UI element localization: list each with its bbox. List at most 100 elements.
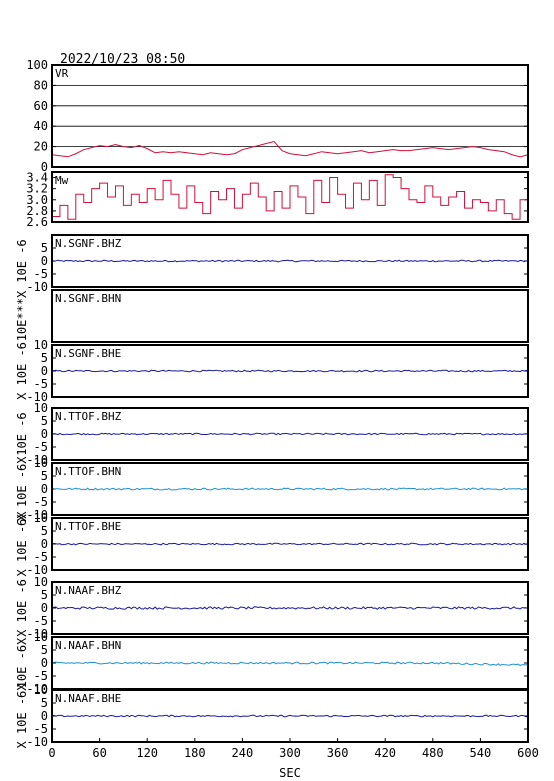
y-tick-label: 0 (41, 482, 48, 496)
panel-title: N.SGNF.BHZ (55, 237, 122, 250)
panel-title: VR (55, 67, 69, 80)
panel-frame (51, 407, 529, 461)
y-tick-label: 0 (41, 656, 48, 670)
y-tick-label: -5 (34, 267, 48, 281)
waveform-trace (51, 714, 529, 718)
y-tick-label: 10 (34, 338, 48, 352)
x-tick-label: 600 (517, 746, 539, 760)
x-axis: 0 60 120 180 240 300 360 420 480 540 600 (48, 738, 539, 760)
y-tick-label: 0 (41, 160, 48, 174)
y-tick-label: 40 (34, 119, 48, 133)
x-tick-label: 480 (422, 746, 444, 760)
y-tick-label: 60 (34, 99, 48, 113)
panel-title: Mw (55, 174, 69, 187)
panel-frame (51, 289, 529, 343)
panel-title: N.NAAF.BHE (55, 692, 121, 705)
panel-frame (51, 234, 529, 288)
panel-frame (51, 344, 529, 398)
y-axis-label: 10E -6 (15, 412, 29, 455)
x-tick-label: 0 (48, 746, 55, 760)
y-tick-label: 2.6 (26, 215, 48, 229)
panel-frame (51, 517, 529, 571)
x-tick-label: 240 (232, 746, 254, 760)
y-tick-label: -5 (34, 550, 48, 564)
panel-title: N.TTOF.BHZ (55, 410, 122, 423)
panel-frame (51, 581, 529, 635)
panel-title: N.TTOF.BHE (55, 520, 121, 533)
panel-sgnf-bhn: 10E***X N.SGNF.BHN (15, 289, 529, 343)
panel-title: N.SGNF.BHN (55, 292, 121, 305)
y-tick-label: -5 (34, 440, 48, 454)
y-axis-label: X 10E -6X (15, 683, 29, 749)
y-axis-label: 10E -6X (15, 637, 29, 688)
y-tick-label: -10 (26, 735, 48, 749)
x-tick-label: 120 (136, 746, 158, 760)
x-tick-label: 360 (327, 746, 349, 760)
y-tick-label: -10 (26, 682, 48, 696)
y-axis-label: X 10E -6 (15, 342, 29, 400)
x-tick-label: 540 (470, 746, 492, 760)
timestamp-label: 2022/10/23 08:50 (60, 52, 185, 67)
y-tick-label: 0 (41, 364, 48, 378)
waveform-trace (51, 369, 528, 373)
y-tick-label: 5 (41, 351, 48, 365)
y-tick-label: 0 (41, 709, 48, 723)
y-tick-label: 5 (41, 414, 48, 428)
x-tick-label: 420 (374, 746, 396, 760)
y-tick-label: -5 (34, 495, 48, 509)
y-tick-label: 10 (34, 511, 48, 525)
series-line (51, 140, 529, 158)
y-tick-label: 100 (26, 58, 48, 72)
y-tick-label: -5 (34, 614, 48, 628)
y-tick-label: -10 (26, 627, 48, 641)
y-tick-label: 2.8 (26, 204, 48, 218)
waveform-trace (51, 259, 529, 263)
y-axis-label: X 10E -6 (15, 579, 29, 637)
y-tick-label: 3.2 (26, 182, 48, 196)
panel-title: N.NAAF.BHN (55, 639, 121, 652)
x-tick-label: 180 (184, 746, 206, 760)
y-tick-label: 5 (41, 469, 48, 483)
y-tick-label: 0 (41, 537, 48, 551)
panel-frame (51, 64, 529, 168)
y-axis-label: X 10E -6X (15, 456, 29, 522)
x-tick-label: 300 (279, 746, 301, 760)
panel-mw: 2.62.83.03.23.4 Mw (26, 171, 529, 229)
y-tick-label: 5 (41, 524, 48, 538)
panel-frame (51, 462, 529, 516)
waveform-trace (51, 542, 529, 546)
y-tick-label: -10 (26, 390, 48, 404)
panel-sgnf-bhz: -10-505 10E -6 N.SGNF.BHZ (15, 234, 529, 294)
panel-title: N.NAAF.BHZ (55, 584, 122, 597)
y-tick-label: -10 (26, 280, 48, 294)
y-tick-label: -10 (26, 563, 48, 577)
y-tick-label: 0 (41, 601, 48, 615)
y-tick-label: 80 (34, 78, 48, 92)
panel-title: N.SGNF.BHE (55, 347, 121, 360)
x-axis-label: SEC (279, 766, 301, 780)
y-tick-label: 3.4 (26, 171, 48, 185)
waveform-trace (51, 661, 529, 667)
panel-vr: 0 20 40 60 80 100 VR (26, 58, 529, 174)
x-tick-label: 60 (92, 746, 106, 760)
y-tick-label: 5 (41, 643, 48, 657)
y-tick-label: 20 (34, 140, 48, 154)
y-tick-label: -10 (26, 508, 48, 522)
y-tick-label: 10 (34, 456, 48, 470)
y-tick-label: -5 (34, 377, 48, 391)
waveform-trace (51, 606, 529, 610)
y-tick-label: 10 (34, 401, 48, 415)
waveform-trace (51, 432, 529, 436)
y-tick-label: -5 (34, 669, 48, 683)
y-tick-label: 5 (41, 588, 48, 602)
y-tick-label: 0 (41, 254, 48, 268)
